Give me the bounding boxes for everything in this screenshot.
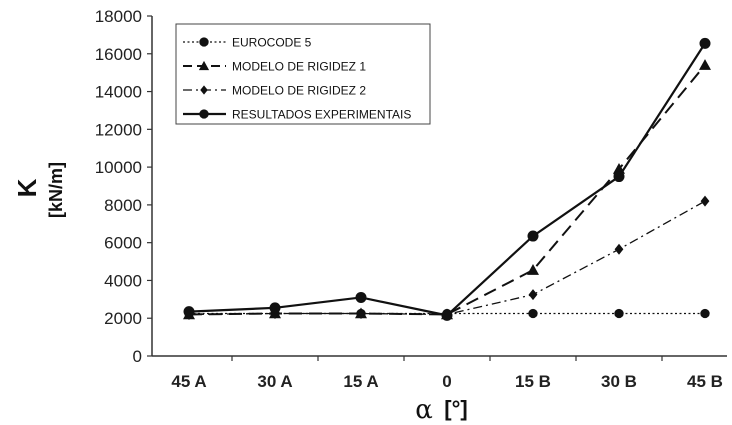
- y-tick-label: 2000: [104, 309, 142, 328]
- x-axis-title: α: [415, 395, 433, 425]
- legend-marker: [200, 85, 208, 95]
- data-point: [269, 302, 281, 314]
- y-tick-label: 6000: [104, 234, 142, 253]
- y-tick-label: 14000: [95, 83, 142, 102]
- legend-item: MODELO DE RIGIDEZ 2: [183, 84, 366, 98]
- series-group: [183, 37, 711, 321]
- x-tick-label: 15 A: [343, 372, 378, 391]
- data-point: [528, 308, 538, 319]
- legend-marker: [199, 37, 209, 47]
- x-tick-label: 45 B: [687, 372, 723, 391]
- data-point: [528, 289, 538, 301]
- legend-item: RESULTADOS EXPERIMENTAIS: [183, 108, 411, 122]
- axes: [147, 15, 727, 361]
- y-tick-label: 18000: [95, 7, 142, 26]
- data-point: [270, 308, 280, 319]
- series-2: [184, 195, 710, 320]
- legend-marker: [198, 60, 210, 71]
- legend-items: EUROCODE 5 MODELO DE RIGIDEZ 1 MODELO DE R…: [183, 36, 411, 122]
- data-point: [355, 291, 367, 303]
- x-tick-label: 45 A: [171, 372, 206, 391]
- x-tick-labels: 45 A 30 A 15 A 0 15 B 30 B 45 B: [171, 372, 723, 391]
- data-point: [527, 264, 539, 275]
- x-axis-label: α [°]: [415, 395, 468, 425]
- data-point: [613, 171, 625, 183]
- series-3: [183, 37, 711, 321]
- x-axis-unit: [°]: [444, 396, 467, 421]
- data-point: [356, 308, 366, 319]
- legend-label: RESULTADOS EXPERIMENTAIS: [232, 108, 411, 122]
- data-point: [441, 309, 453, 321]
- x-tick-label: 30 A: [257, 372, 292, 391]
- y-axis-title: K: [12, 178, 42, 197]
- x-tick-label: 30 B: [601, 372, 637, 391]
- y-tick-label: 8000: [104, 196, 142, 215]
- y-tick-label: 0: [133, 347, 142, 366]
- data-point: [699, 37, 711, 49]
- series-line: [188, 200, 706, 316]
- y-tick-label: 12000: [95, 120, 142, 139]
- y-tick-label: 4000: [104, 271, 142, 290]
- data-point: [700, 195, 710, 207]
- y-tick-label: 10000: [95, 158, 142, 177]
- legend-box: [175, 23, 431, 125]
- legend-label: EUROCODE 5: [232, 36, 312, 50]
- data-point: [700, 308, 710, 319]
- legend-marker: [199, 109, 209, 119]
- y-axis-label: K [kN/m]: [12, 162, 66, 218]
- data-point: [183, 306, 195, 318]
- data-point: [527, 230, 539, 242]
- legend: EUROCODE 5 MODELO DE RIGIDEZ 1 MODELO DE R…: [175, 23, 431, 125]
- legend-label: MODELO DE RIGIDEZ 2: [232, 84, 366, 98]
- data-point: [614, 243, 624, 255]
- x-tick-label: 15 B: [515, 372, 551, 391]
- data-point: [614, 308, 624, 319]
- y-axis-unit: [kN/m]: [46, 162, 66, 218]
- y-tick-labels: 0 2000 4000 6000 8000 10000 12000 14000 16000 180…: [95, 7, 142, 366]
- x-tick-label: 0: [442, 372, 451, 391]
- data-point: [699, 59, 711, 70]
- y-tick-label: 16000: [95, 45, 142, 64]
- legend-item: EUROCODE 5: [183, 36, 312, 50]
- legend-label: MODELO DE RIGIDEZ 1: [232, 60, 366, 74]
- legend-item: MODELO DE RIGIDEZ 1: [183, 60, 366, 74]
